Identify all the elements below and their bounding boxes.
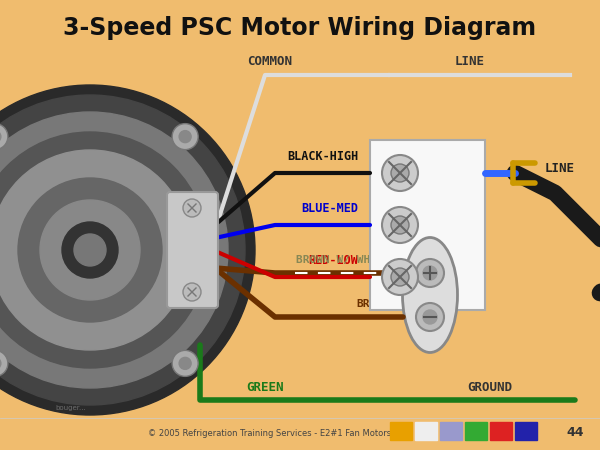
Circle shape — [172, 124, 198, 150]
Circle shape — [391, 216, 409, 234]
Bar — [370, 140, 485, 310]
Circle shape — [416, 259, 444, 287]
Text: bouger...: bouger... — [55, 405, 86, 411]
Text: BROWN: BROWN — [356, 299, 390, 309]
Circle shape — [172, 351, 198, 376]
Text: 44: 44 — [566, 427, 584, 440]
Circle shape — [382, 207, 418, 243]
Circle shape — [0, 150, 190, 350]
Circle shape — [179, 130, 191, 143]
Circle shape — [183, 283, 201, 301]
Bar — [415, 422, 437, 440]
Bar — [465, 422, 487, 440]
Text: BLUE-MED: BLUE-MED — [301, 202, 358, 215]
Bar — [515, 422, 537, 440]
Text: GREEN: GREEN — [246, 381, 284, 394]
Bar — [440, 422, 462, 440]
Circle shape — [0, 95, 245, 405]
Circle shape — [183, 199, 201, 217]
Circle shape — [391, 268, 409, 286]
Circle shape — [0, 85, 255, 415]
Circle shape — [0, 357, 1, 369]
Circle shape — [0, 112, 228, 388]
Text: LINE: LINE — [455, 55, 485, 68]
Ellipse shape — [403, 238, 458, 352]
Text: GROUND: GROUND — [467, 381, 512, 394]
Text: RED-LOW: RED-LOW — [308, 254, 358, 267]
Circle shape — [0, 130, 1, 143]
Circle shape — [179, 357, 191, 369]
Circle shape — [74, 234, 106, 266]
Circle shape — [382, 155, 418, 191]
Text: BROWN W/ WHITE: BROWN W/ WHITE — [296, 255, 390, 265]
Bar — [390, 422, 412, 440]
Circle shape — [391, 164, 409, 182]
Text: COMMON: COMMON — [248, 55, 293, 68]
Circle shape — [62, 222, 118, 278]
Circle shape — [40, 200, 140, 300]
Circle shape — [0, 132, 208, 368]
Text: LINE: LINE — [545, 162, 575, 176]
Bar — [490, 422, 512, 440]
Text: © 2005 Refrigeration Training Services - E2#1 Fan Motors v1.2: © 2005 Refrigeration Training Services -… — [148, 428, 412, 437]
Circle shape — [423, 310, 437, 324]
Circle shape — [18, 178, 162, 322]
Text: BLACK-HIGH: BLACK-HIGH — [287, 150, 358, 163]
Circle shape — [0, 124, 8, 150]
Circle shape — [423, 266, 437, 280]
Circle shape — [416, 303, 444, 331]
Text: 3-Speed PSC Motor Wiring Diagram: 3-Speed PSC Motor Wiring Diagram — [64, 16, 536, 40]
Circle shape — [382, 259, 418, 295]
FancyBboxPatch shape — [167, 192, 218, 308]
Circle shape — [0, 351, 8, 376]
